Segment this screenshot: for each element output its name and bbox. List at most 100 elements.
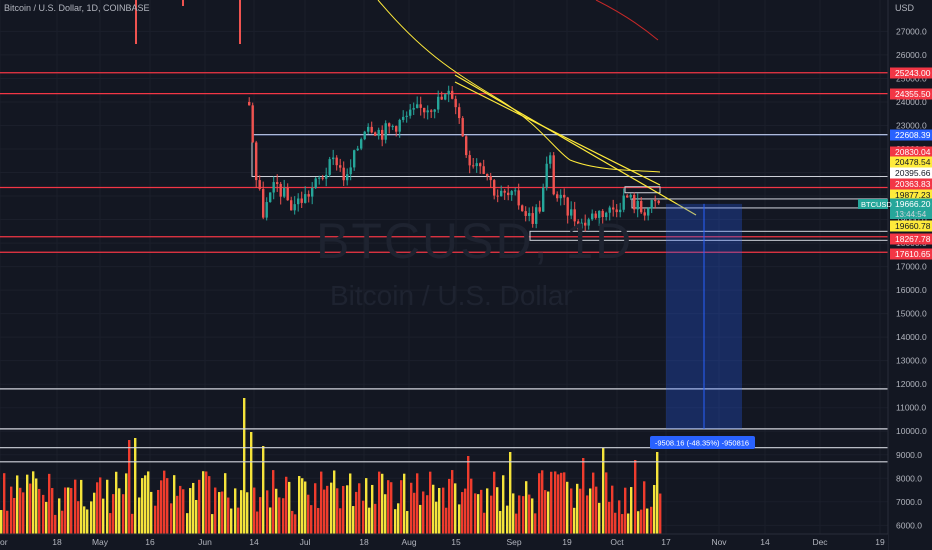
volume-bar: [570, 488, 573, 534]
volume-bar: [96, 482, 99, 534]
volume-bar: [586, 495, 589, 534]
candle-body: [594, 213, 597, 218]
candle-body: [440, 96, 443, 100]
candle-body: [370, 126, 373, 133]
volume-bar: [499, 510, 502, 534]
volume-bar: [563, 472, 566, 534]
volume-bar: [589, 488, 592, 534]
volume-bar: [550, 471, 553, 534]
price-tick-label: 11000.0: [896, 403, 926, 413]
candle-body: [566, 197, 569, 216]
volume-bar: [413, 492, 416, 534]
volume-bar: [253, 487, 256, 534]
volume-bar: [531, 498, 534, 534]
candle-body: [612, 207, 615, 210]
price-label: 17610.65: [895, 249, 931, 259]
volume-bar: [202, 471, 205, 534]
time-axis[interactable]: or 18 May 16 Jun 14 Jul 18 Aug 15 Sep 19 Oct 17 Nov 14 D…: [0, 533, 888, 550]
level-lines: [0, 72, 888, 463]
volume-bar: [438, 487, 441, 534]
volume-bar: [186, 513, 189, 534]
candle-body: [251, 105, 254, 143]
time-axis-bg: [0, 534, 888, 550]
volume-bar: [166, 478, 169, 534]
volume-bar: [390, 482, 393, 534]
candle-body: [598, 210, 601, 218]
moving-average-lines: [377, 0, 661, 173]
volume-bar: [221, 491, 224, 534]
candle-body: [325, 174, 328, 179]
price-label-bg: [890, 146, 932, 158]
price-label: 19877.23: [895, 190, 931, 200]
candle-body: [528, 213, 531, 216]
volume-bar: [352, 506, 355, 534]
volume-bar: [314, 483, 317, 534]
candle-body: [601, 210, 604, 218]
price-label: 20395.66: [895, 168, 931, 178]
volume-bar: [86, 509, 89, 534]
price-axis[interactable]: 6000.0 7000.0 8000.0 9000.0 10000.0 11000.0 12…: [887, 0, 932, 550]
volume-bar: [474, 493, 477, 534]
price-label-bg: [890, 129, 932, 141]
volume-bar: [598, 502, 601, 534]
candle-body: [353, 150, 356, 168]
volume-bar: [522, 496, 525, 534]
candle-body: [409, 109, 412, 116]
volume-bar: [544, 490, 547, 534]
volume-bar: [93, 492, 96, 534]
candle-body: [412, 108, 415, 110]
volume-bar: [650, 506, 653, 534]
volume-bar: [426, 495, 429, 534]
volume-bar: [467, 456, 470, 534]
currency-label: USD: [895, 3, 915, 13]
volume-bar: [602, 448, 605, 534]
volume-bar: [42, 494, 45, 534]
candle-body: [419, 104, 422, 108]
candle-body: [297, 198, 300, 205]
volume-bar: [163, 470, 166, 534]
candle-body: [622, 195, 625, 210]
volume-bar: [528, 494, 531, 534]
volume-bar: [16, 475, 19, 534]
volume-bar: [630, 487, 633, 534]
candle-body: [321, 177, 324, 179]
candle-body: [647, 208, 650, 216]
volume-bar: [326, 485, 329, 534]
volume-bar: [109, 513, 112, 534]
volume-bar: [80, 479, 83, 534]
volume-bar: [77, 501, 80, 534]
volume-bar: [307, 494, 310, 534]
time-tick-label: 15: [451, 537, 461, 547]
volume-bar: [637, 511, 640, 534]
price-labels: 25243.00 24355.50 22608.39 20830.0420478.54…: [858, 67, 932, 260]
candle-body: [559, 194, 562, 199]
volume-bar: [19, 487, 22, 534]
measure-tool[interactable]: -9508.16 (-48.35%) -950816: [650, 203, 755, 449]
volume-bar: [51, 488, 54, 534]
candle-body: [444, 94, 447, 100]
candle-body: [521, 205, 524, 212]
candle-body: [430, 110, 433, 112]
volume-bar: [294, 514, 297, 534]
candle-body: [451, 90, 454, 99]
candle-body: [608, 207, 611, 213]
grid: [0, 0, 888, 534]
volume-bar: [179, 485, 182, 534]
candle-body: [279, 183, 282, 197]
volume-bar: [640, 509, 643, 534]
candle-body: [258, 180, 261, 189]
time-tick-label: Oct: [610, 537, 624, 547]
volume-bar: [22, 492, 25, 534]
volume-bar: [262, 446, 265, 534]
candle-body: [482, 166, 485, 174]
price-tick-label: 13000.0: [896, 356, 927, 366]
chart-header-title: Bitcoin / U.S. Dollar, 1D, COINBASE: [4, 3, 150, 13]
candle-body: [276, 182, 279, 184]
candle-body: [570, 209, 573, 216]
candle-body: [503, 190, 506, 193]
volume-bar: [477, 494, 480, 534]
candle-body: [433, 109, 436, 112]
volume-bar: [506, 505, 509, 534]
volume-bar: [67, 487, 70, 534]
